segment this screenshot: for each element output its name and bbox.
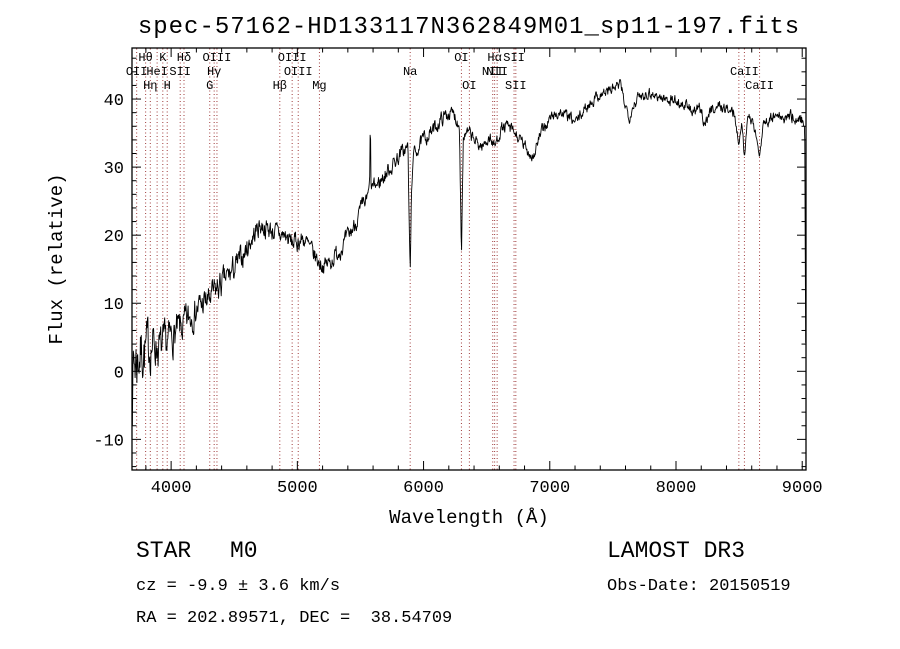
x-tick-label: 9000 bbox=[782, 479, 823, 498]
plot-frame bbox=[131, 47, 807, 471]
spectral-line-label: OI bbox=[462, 79, 476, 93]
spectral-line-label: Hη bbox=[143, 79, 157, 93]
x-tick-label: 4000 bbox=[151, 479, 192, 498]
y-tick-label: 30 bbox=[104, 160, 124, 179]
spectral-line-label: CaII bbox=[730, 65, 759, 79]
y-tick-label: -10 bbox=[93, 432, 124, 451]
axis-tick-labels: 4000 5000 6000 7000 8000 9000 -10 0 10 20 30 40 bbox=[93, 92, 822, 498]
spectral-line-label: Mg bbox=[312, 79, 326, 93]
survey-label: LAMOST DR3 bbox=[607, 538, 745, 564]
spectral-line-label: G bbox=[206, 79, 213, 93]
x-tick-label: 8000 bbox=[656, 479, 697, 498]
y-tick-label: 0 bbox=[114, 364, 124, 383]
y-tick-label: 20 bbox=[104, 228, 124, 247]
x-tick-label: 5000 bbox=[277, 479, 318, 498]
spectral-line-label: SII bbox=[505, 79, 527, 93]
spectral-line-label: HeI bbox=[146, 65, 168, 79]
class-label: STAR bbox=[136, 538, 191, 564]
spectral-line-label: Hγ bbox=[207, 65, 221, 79]
spectral-line-label: Hδ bbox=[177, 51, 191, 65]
spectral-line-label: OII bbox=[126, 65, 148, 79]
cz-label: cz = -9.9 ± 3.6 km/s bbox=[136, 577, 340, 596]
subclass-label: M0 bbox=[230, 538, 258, 564]
spectral-line-label: SII bbox=[503, 51, 525, 65]
spectral-line-label: Na bbox=[403, 65, 417, 79]
x-axis-title: Wavelength (Å) bbox=[389, 507, 549, 529]
spectral-line-label: OIII bbox=[278, 51, 307, 65]
spectral-line-label: NII bbox=[482, 65, 504, 79]
spectral-line-label: NII bbox=[486, 65, 508, 79]
plot-title: spec-57162-HD133117N362849M01_sp11-197.f… bbox=[138, 14, 800, 41]
spectral-line-label: H bbox=[164, 79, 171, 93]
spectral-line-label: OIII bbox=[284, 65, 313, 79]
obsdate-label: Obs-Date: 20150519 bbox=[607, 577, 791, 596]
y-axis-title: Flux (relative) bbox=[46, 173, 68, 344]
spectral-line-label: Hα bbox=[487, 51, 501, 65]
spectral-line-label: K bbox=[159, 51, 167, 65]
spectral-line-label: SII bbox=[169, 65, 191, 79]
spectral-line-label: OIII bbox=[203, 51, 232, 65]
spectral-line-markers bbox=[136, 48, 761, 470]
spectral-line-label: OI bbox=[454, 51, 468, 65]
spectral-line-label: Hθ bbox=[138, 51, 152, 65]
spectral-line-label: CaII bbox=[745, 79, 774, 93]
spectral-line-labels: OIIHθHηHeIKHSIIHδGHγOIIIHβOIIIOIIIMgNaOI… bbox=[126, 51, 774, 93]
y-tick-label: 10 bbox=[104, 296, 124, 315]
x-tick-label: 6000 bbox=[403, 479, 444, 498]
radec-label: RA = 202.89571, DEC = 38.54709 bbox=[136, 609, 452, 628]
y-tick-label: 40 bbox=[104, 92, 124, 111]
spectral-line-label: Hβ bbox=[273, 79, 287, 93]
spectrum-trace bbox=[132, 79, 806, 426]
x-tick-label: 7000 bbox=[529, 479, 570, 498]
